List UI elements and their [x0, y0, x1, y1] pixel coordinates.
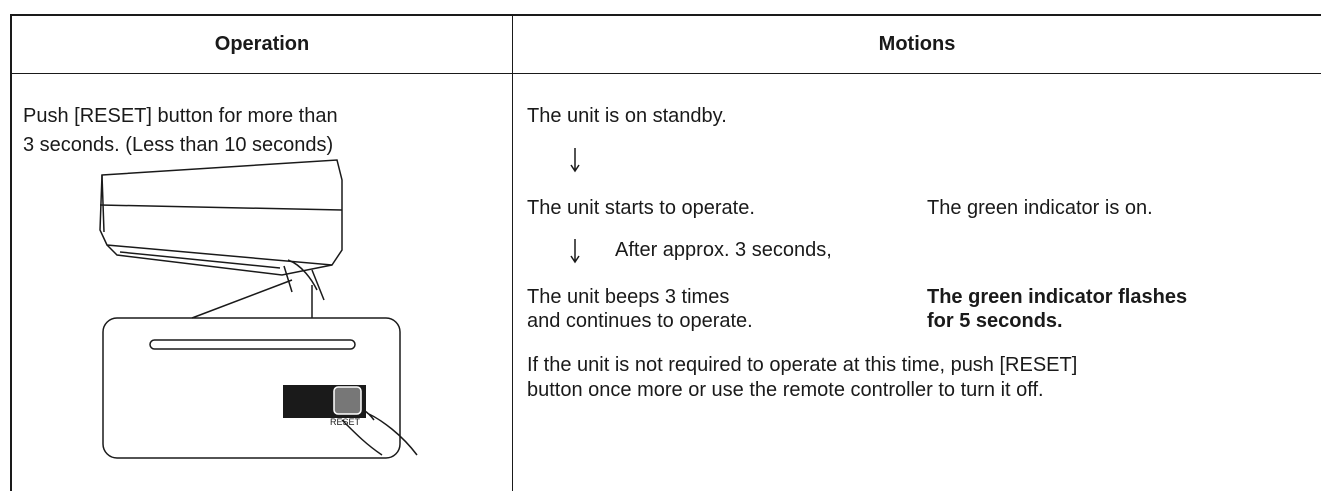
header-bottom-border	[10, 73, 1321, 74]
header-cell: Motions	[878, 33, 956, 55]
header-cell: Operation	[214, 33, 310, 55]
unit-illustration	[99, 159, 418, 459]
flow-arrow	[570, 239, 580, 264]
instruction-text: 3 seconds. (Less than 10 seconds)	[23, 134, 334, 156]
table-top-border	[10, 14, 1321, 16]
indicator-text: The green indicator is on.	[927, 197, 1153, 219]
motion-text: The unit starts to operate.	[527, 197, 755, 219]
indicator-text: The green indicator flashes	[927, 286, 1188, 308]
flow-arrow	[570, 148, 580, 173]
instruction-text: Push [RESET] button for more than	[23, 105, 338, 127]
note-text: button once more or use the remote contr…	[527, 379, 1044, 401]
note-text: If the unit is not required to operate a…	[527, 354, 1078, 376]
column-divider	[512, 14, 513, 491]
table-left-border	[10, 14, 12, 491]
motion-text: and continues to operate.	[527, 310, 753, 332]
motion-text: The unit is on standby.	[527, 105, 727, 127]
button-label: RESET	[330, 417, 361, 427]
motion-text: After approx. 3 seconds,	[615, 239, 832, 261]
motion-text: The unit beeps 3 times	[527, 286, 730, 308]
indicator-text: for 5 seconds.	[927, 310, 1063, 332]
